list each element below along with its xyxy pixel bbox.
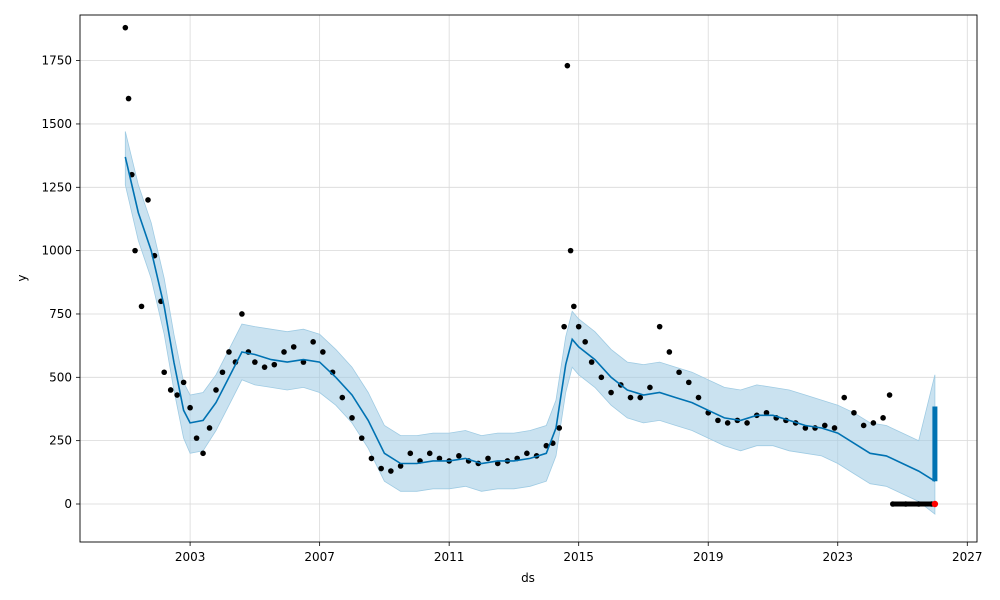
observed-point xyxy=(822,422,828,429)
observed-point xyxy=(320,349,326,355)
observed-point xyxy=(252,359,258,365)
observed-point xyxy=(564,62,571,69)
observed-point xyxy=(695,394,702,401)
observed-point xyxy=(261,364,268,370)
observed-point xyxy=(436,455,443,462)
y-axis-label: y xyxy=(15,274,29,281)
observed-point xyxy=(598,374,605,381)
observed-point xyxy=(368,455,375,462)
observed-point xyxy=(685,379,692,386)
observed-point xyxy=(407,450,414,457)
observed-point xyxy=(831,425,838,431)
observed-point xyxy=(456,453,462,459)
y-tick-label: 1000 xyxy=(41,244,72,258)
x-tick-label: 2027 xyxy=(952,550,983,564)
observed-point xyxy=(575,323,582,330)
observed-point xyxy=(206,425,213,431)
x-tick-label: 2015 xyxy=(563,550,594,564)
observed-point xyxy=(388,468,394,474)
x-axis-ticks: 2003 2007 2011 2015 2019 2023 2027 xyxy=(175,542,983,564)
observed-point xyxy=(239,311,245,317)
observed-point xyxy=(219,369,226,376)
observed-point xyxy=(174,392,180,398)
y-tick-label: 1750 xyxy=(41,54,72,68)
observed-point xyxy=(161,369,167,376)
observed-point xyxy=(656,323,663,330)
observed-point xyxy=(637,394,644,401)
y-tick-label: 1250 xyxy=(41,180,72,194)
y-tick-label: 1500 xyxy=(41,117,72,131)
observed-point xyxy=(226,349,232,355)
observed-point xyxy=(571,303,577,310)
observed-point xyxy=(763,409,770,416)
observed-point xyxy=(180,379,187,386)
observed-point xyxy=(802,425,809,431)
uncertainty-interval-area xyxy=(124,131,936,515)
y-axis-ticks: 0 250 500 750 1000 1250 1500 1750 xyxy=(41,54,80,511)
observed-point xyxy=(494,460,501,467)
observed-point xyxy=(676,369,682,376)
observed-point xyxy=(125,95,132,102)
y-tick-label: 0 xyxy=(64,497,72,511)
forecast-line xyxy=(124,156,938,482)
observed-point xyxy=(588,359,595,365)
observed-point xyxy=(561,323,567,330)
observed-point xyxy=(132,247,138,254)
grid-lines xyxy=(80,15,977,542)
observed-point xyxy=(647,384,653,391)
y-tick-label: 500 xyxy=(49,370,72,384)
x-axis-label: ds xyxy=(521,571,535,585)
observed-point xyxy=(310,339,316,345)
observed-point xyxy=(378,465,384,472)
observed-point xyxy=(300,359,307,365)
observed-point xyxy=(187,404,193,411)
plot-frame xyxy=(79,14,978,543)
observed-point xyxy=(397,463,404,469)
observed-point xyxy=(608,389,614,396)
x-tick-label: 2007 xyxy=(304,550,335,564)
x-tick-label: 2019 xyxy=(693,550,724,564)
observed-point xyxy=(145,197,151,203)
observed-point xyxy=(200,450,206,457)
observed-point xyxy=(886,392,893,398)
observed-point xyxy=(271,361,278,368)
observed-point xyxy=(138,303,145,310)
observed-point xyxy=(167,387,174,393)
observed-point xyxy=(715,417,721,424)
observed-point xyxy=(358,435,365,441)
y-tick-label: 250 xyxy=(49,434,72,448)
x-tick-label: 2003 xyxy=(175,550,206,564)
y-tick-label: 750 xyxy=(49,307,72,321)
observed-point xyxy=(524,450,530,457)
x-tick-label: 2011 xyxy=(434,550,465,564)
observed-point xyxy=(724,420,731,426)
forecast-trend-line xyxy=(124,156,936,482)
observed-point xyxy=(281,349,287,355)
future-points xyxy=(890,500,939,508)
uncertainty-band xyxy=(124,131,936,515)
observed-point xyxy=(582,339,588,345)
observed-point xyxy=(426,450,433,457)
observed-point xyxy=(666,349,673,355)
observed-point xyxy=(860,422,867,429)
highlighted-point xyxy=(931,500,939,508)
observed-point xyxy=(339,394,346,401)
observed-point xyxy=(193,435,200,441)
observed-point xyxy=(543,442,550,449)
observed-point xyxy=(870,420,877,426)
observed-point xyxy=(485,455,491,462)
observed-point xyxy=(841,394,848,401)
observed-point xyxy=(744,420,750,426)
observed-point xyxy=(627,394,634,401)
observed-point xyxy=(556,425,563,431)
observed-point xyxy=(213,387,219,393)
observed-point xyxy=(122,24,129,31)
observed-point xyxy=(349,415,355,421)
observed-point xyxy=(851,409,857,416)
observed-point xyxy=(290,344,297,350)
observed-point xyxy=(880,415,886,421)
observed-point xyxy=(567,247,574,254)
x-tick-label: 2023 xyxy=(822,550,853,564)
